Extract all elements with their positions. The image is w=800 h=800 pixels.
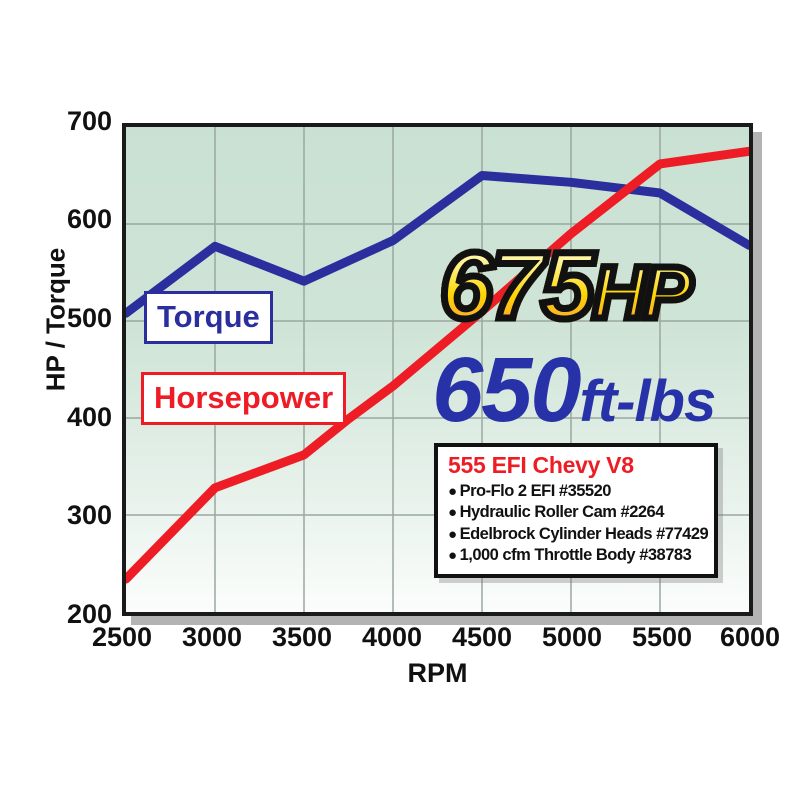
y-axis-ticks: 700 600 500 400 300 200 [0, 0, 112, 800]
headline-horsepower: 675HP 675HP [437, 233, 696, 339]
legend-horsepower: Horsepower [141, 372, 347, 425]
headline-torque-value: 650 [432, 339, 581, 441]
y-tick-600: 600 [66, 204, 112, 234]
spec-item: ● Pro-Flo 2 EFI #35520 [448, 481, 706, 502]
x-tick-5500: 5500 [631, 622, 693, 652]
bullet-icon: ● [448, 504, 457, 522]
series-line-horsepower [126, 146, 749, 584]
x-tick-2500: 2500 [91, 622, 153, 652]
x-tick-6000: 6000 [719, 622, 781, 652]
spec-item-label: Pro-Flo 2 EFI #35520 [459, 482, 612, 501]
spec-callout-box: 555 EFI Chevy V8 ● Pro-Flo 2 EFI #35520 ●… [434, 443, 718, 578]
y-tick-500: 500 [66, 303, 112, 333]
y-tick-300: 300 [66, 500, 112, 530]
x-tick-3000: 3000 [181, 622, 243, 652]
x-tick-3500: 3500 [271, 622, 333, 652]
x-tick-4500: 4500 [451, 622, 513, 652]
y-tick-200: 200 [66, 599, 112, 629]
bullet-icon: ● [448, 483, 457, 501]
bullet-icon: ● [448, 546, 457, 564]
x-tick-5000: 5000 [541, 622, 603, 652]
series-line-torque [126, 171, 749, 318]
spec-title: 555 EFI Chevy V8 [448, 452, 634, 478]
headline-torque: 650ft-lbs [432, 344, 717, 436]
spec-item: ● Hydraulic Roller Cam #2264 [448, 502, 706, 523]
spec-item-label: Edelbrock Cylinder Heads #77429 [459, 524, 709, 543]
legend-torque: Torque [144, 291, 273, 344]
spec-item: ● Edelbrock Cylinder Heads #77429 [448, 524, 709, 545]
y-tick-400: 400 [66, 402, 112, 432]
x-tick-4000: 4000 [361, 622, 423, 652]
headline-horsepower-outline: 675HP [437, 235, 696, 337]
headline-horsepower-fill: 675HP [437, 233, 696, 339]
spec-item: ● 1,000 cfm Throttle Body #38783 [448, 545, 706, 566]
bullet-icon: ● [448, 525, 457, 543]
y-tick-700: 700 [66, 106, 112, 136]
spec-item-label: Hydraulic Roller Cam #2264 [459, 503, 665, 522]
spec-item-label: 1,000 cfm Throttle Body #38783 [459, 545, 692, 564]
headline-torque-unit: ft-lbs [579, 369, 717, 434]
x-axis-title: RPM [407, 658, 468, 688]
